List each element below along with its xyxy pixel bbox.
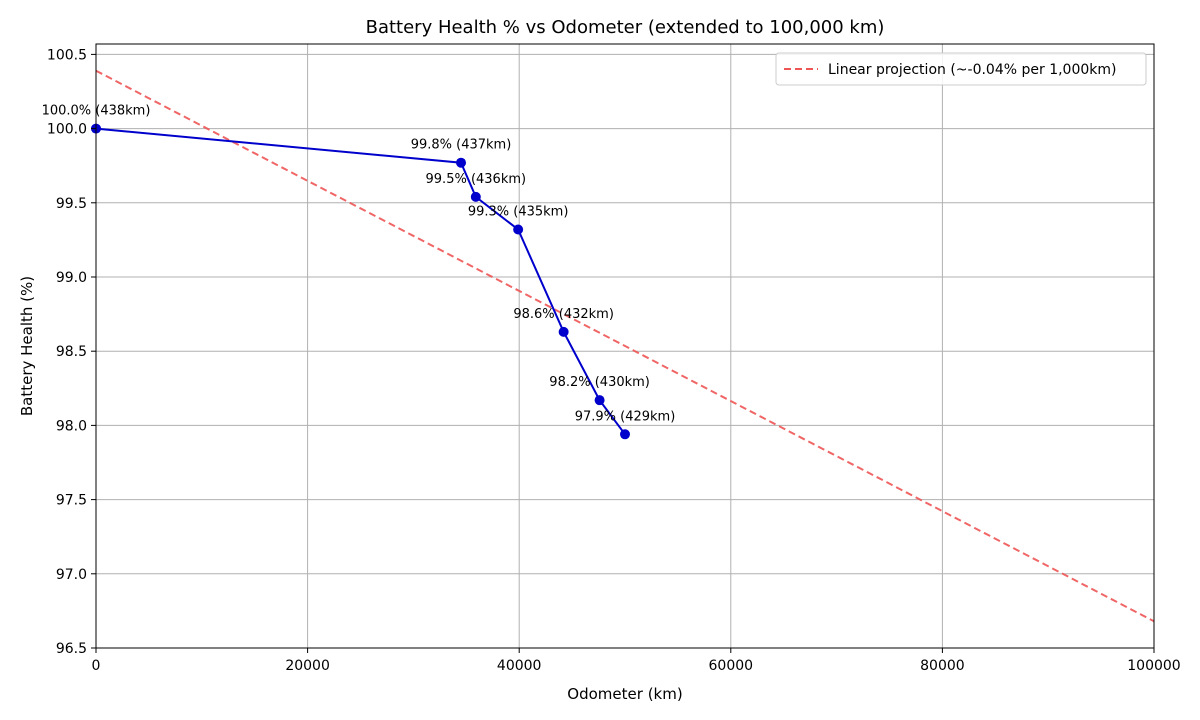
x-axis-label: Odometer (km) [567,685,682,703]
health-data-label: 99.8% (437km) [411,138,512,153]
health-point [513,224,524,235]
x-tick-label: 40000 [497,658,542,674]
health-point [456,157,467,168]
y-tick-label: 100.5 [47,47,87,63]
x-tick-label: 60000 [709,658,754,674]
y-tick-label: 98.0 [56,418,87,434]
y-axis-label: Battery Health (%) [18,276,36,416]
y-tick-label: 99.0 [56,270,87,286]
y-tick-label: 97.5 [56,493,87,509]
legend: Linear projection (~-0.04% per 1,000km) [775,52,1147,86]
health-data-label: 97.9% (429km) [575,409,676,424]
x-tick-label: 100000 [1127,658,1180,674]
health-line [95,127,626,435]
legend-box [775,52,1147,86]
y-tick-label: 99.5 [56,196,87,212]
y-tick-label: 100.0 [47,122,87,138]
y-axis-ticks: 96.5 97.0 97.5 98.0 98.5 99.0 99.5 100.0 100.5 [47,47,96,657]
health-point [558,326,569,337]
x-tick-label: 20000 [285,658,330,674]
health-data-label: 99.3% (435km) [468,205,569,220]
health-data-label: 98.2% (430km) [549,375,650,390]
legend-entry-projection: Linear projection (~-0.04% per 1,000km) [828,62,1117,78]
health-point [470,191,481,202]
x-tick-label: 0 [92,658,101,674]
series-layer: 100.0% (438km)99.8% (437km)99.5% (436km)… [42,69,1155,623]
y-tick-label: 97.0 [56,567,87,583]
x-axis-ticks: 0 20000 40000 60000 80000 100000 [92,648,1181,674]
projection-line [95,69,1155,623]
x-tick-label: 80000 [920,658,965,674]
health-point [594,395,605,406]
health-data-label: 99.5% (436km) [426,172,527,187]
y-tick-label: 96.5 [56,641,87,657]
health-point [620,429,630,440]
y-tick-label: 98.5 [56,344,87,360]
chart-title: Battery Health % vs Odometer (extended t… [366,17,885,38]
health-data-label: 98.6% (432km) [513,307,614,322]
plot-frame [95,43,1155,649]
